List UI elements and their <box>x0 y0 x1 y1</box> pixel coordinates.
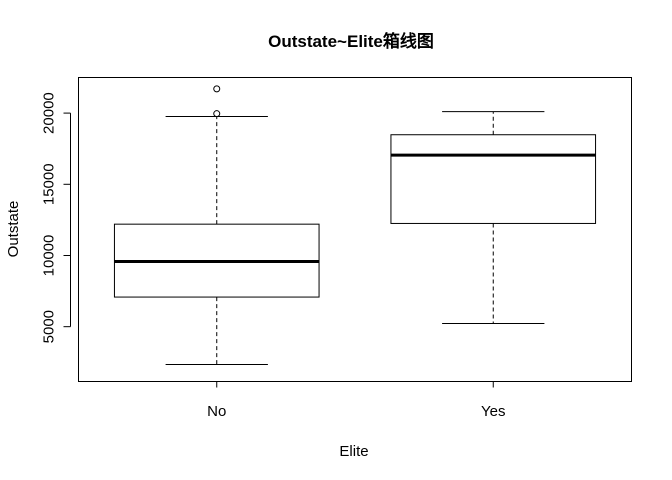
x-tick-label: No <box>207 403 226 420</box>
y-tick-label: 5000 <box>41 310 58 343</box>
x-tick-label: Yes <box>481 403 505 420</box>
outlier-point <box>213 110 221 118</box>
y-tick-label: 20000 <box>41 92 58 134</box>
box-yes <box>390 111 597 325</box>
y-axis: 5000 10000 15000 20000 <box>41 92 71 343</box>
chart-title: Outstate~Elite箱线图 <box>268 31 434 51</box>
iqr-box <box>390 134 597 224</box>
outlier-point <box>213 85 221 93</box>
y-tick-label: 15000 <box>41 163 58 205</box>
box-no <box>113 85 320 366</box>
boxes-group <box>113 85 597 366</box>
y-tick-label: 10000 <box>41 235 58 277</box>
x-axis-label: Elite <box>339 443 368 460</box>
y-axis-label: Outstate <box>5 201 22 258</box>
x-axis: No Yes <box>207 381 505 420</box>
